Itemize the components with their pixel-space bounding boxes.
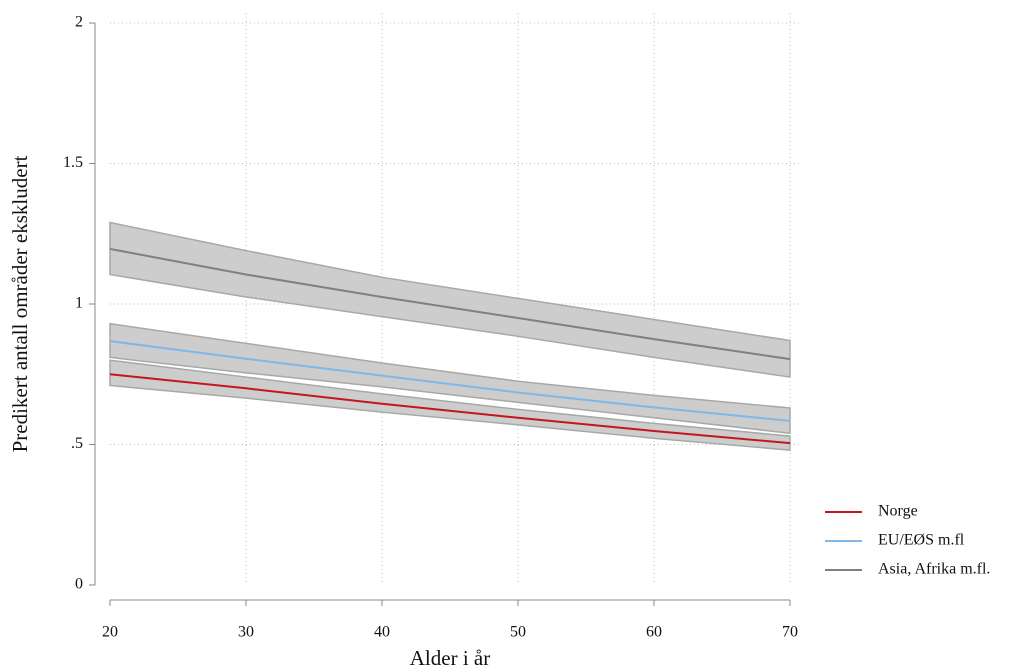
x-tick-label: 40 [374, 624, 390, 641]
series-line [109, 373, 791, 445]
series-line [109, 340, 791, 422]
confidence-band [109, 322, 791, 435]
y-tick-label: 1.5 [63, 154, 83, 171]
y-tick-label: 1 [75, 295, 83, 312]
y-axis-title: Predikert antall områder ekskludert [8, 155, 32, 452]
x-tick-label: 70 [782, 624, 798, 641]
x-axis-title: Alder i år [410, 646, 490, 670]
y-tick-label: 2 [75, 14, 83, 31]
confidence-band [109, 221, 791, 378]
series-line [109, 247, 791, 361]
x-tick-label: 60 [646, 624, 662, 641]
x-tick-label: 50 [510, 624, 526, 641]
x-tick-label: 20 [102, 624, 118, 641]
y-tick-label: 0 [75, 576, 83, 593]
legend-label: Asia, Afrika m.fl. [878, 561, 990, 578]
legend-label: Norge [878, 503, 918, 520]
y-tick-label: .5 [71, 435, 83, 452]
legend-label: EU/EØS m.fl [878, 532, 965, 549]
x-tick-label: 30 [238, 624, 254, 641]
